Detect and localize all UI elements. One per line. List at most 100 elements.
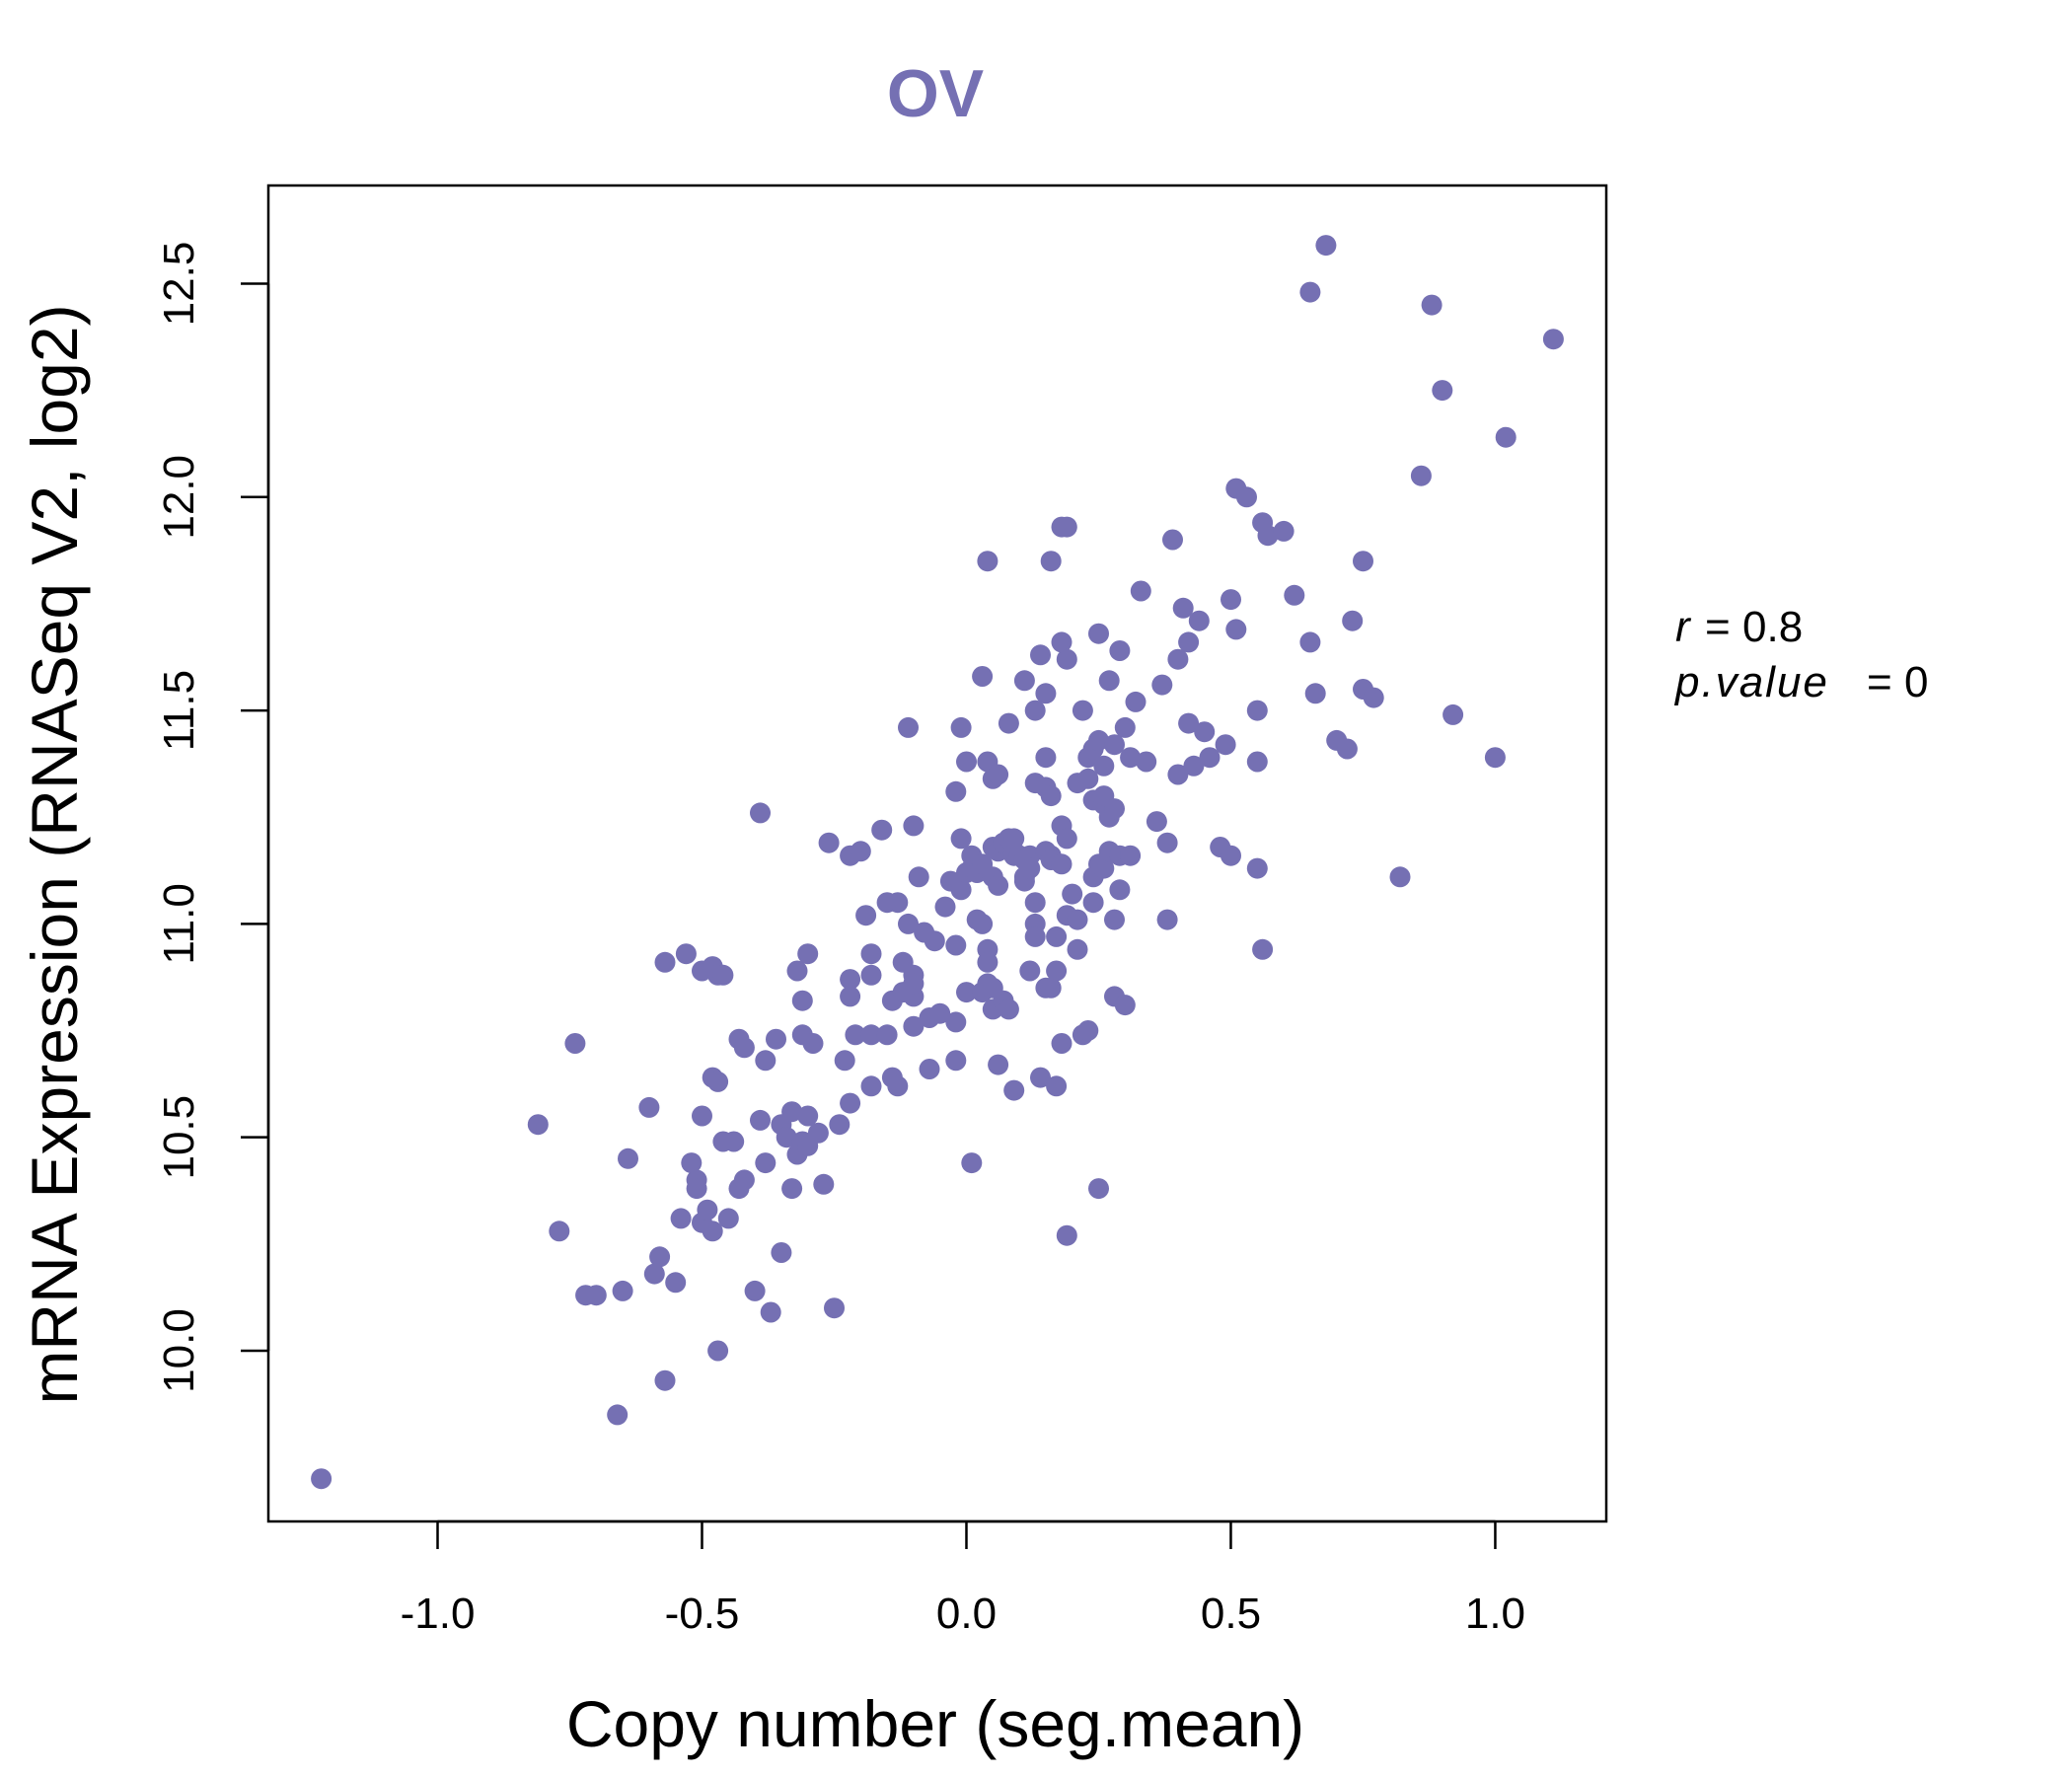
data-point bbox=[887, 1075, 909, 1097]
data-point bbox=[945, 934, 967, 956]
data-point bbox=[998, 999, 1019, 1020]
plot-frame bbox=[266, 184, 1608, 1523]
data-point bbox=[972, 913, 994, 934]
data-point bbox=[1056, 1224, 1077, 1246]
data-point bbox=[1088, 1178, 1109, 1200]
data-point bbox=[1389, 866, 1411, 888]
data-point bbox=[1410, 465, 1432, 486]
data-point bbox=[887, 892, 909, 914]
data-point bbox=[1003, 1079, 1025, 1101]
data-point bbox=[1130, 580, 1151, 602]
data-point bbox=[1024, 700, 1046, 721]
data-point bbox=[607, 1404, 629, 1426]
y-tick-label: 11.0 bbox=[155, 883, 203, 964]
data-point bbox=[1024, 892, 1046, 914]
data-point bbox=[950, 879, 972, 901]
data-point bbox=[988, 764, 1009, 785]
data-point bbox=[977, 951, 999, 973]
data-point bbox=[1273, 520, 1295, 542]
data-point bbox=[1299, 281, 1321, 303]
data-point bbox=[717, 1208, 739, 1229]
data-point bbox=[855, 905, 877, 926]
data-point bbox=[781, 1178, 803, 1200]
data-point bbox=[1093, 857, 1115, 879]
stats-annotation: r = 0.8 p.value = 0 bbox=[1673, 603, 1928, 706]
data-point bbox=[876, 1024, 898, 1046]
data-point bbox=[898, 913, 919, 934]
y-tick-label: 12.0 bbox=[155, 455, 203, 540]
data-point bbox=[1315, 235, 1337, 257]
data-point bbox=[1046, 1075, 1068, 1097]
data-point bbox=[1225, 619, 1247, 640]
data-point bbox=[1363, 687, 1384, 708]
data-point bbox=[1114, 995, 1136, 1016]
data-point bbox=[1104, 798, 1125, 820]
x-tick-label: 0.0 bbox=[936, 1590, 997, 1638]
data-point bbox=[834, 1050, 855, 1072]
y-axis-label: mRNA Expression (RNASeq V2, log2) bbox=[18, 304, 91, 1404]
data-point bbox=[1443, 703, 1464, 725]
data-point bbox=[903, 815, 925, 837]
data-point bbox=[1035, 683, 1057, 704]
data-point bbox=[850, 841, 871, 862]
data-point bbox=[686, 1178, 707, 1200]
data-point bbox=[1299, 631, 1321, 653]
data-point bbox=[612, 1280, 633, 1301]
data-point bbox=[1221, 845, 1241, 866]
data-point bbox=[813, 1173, 835, 1195]
data-point bbox=[755, 1152, 777, 1174]
data-point bbox=[950, 716, 972, 738]
data-point bbox=[1421, 294, 1443, 316]
data-point bbox=[903, 973, 925, 995]
r-equals: = bbox=[1705, 603, 1731, 651]
data-point bbox=[1051, 853, 1073, 875]
data-point bbox=[1056, 648, 1077, 670]
data-point bbox=[1062, 883, 1083, 905]
data-point bbox=[797, 1105, 819, 1127]
data-point bbox=[860, 1024, 882, 1046]
data-point bbox=[1019, 960, 1041, 982]
data-point bbox=[1162, 529, 1183, 551]
data-point bbox=[1146, 811, 1167, 833]
data-point bbox=[908, 866, 929, 888]
data-point bbox=[797, 943, 819, 965]
x-tick-label: 1.0 bbox=[1465, 1590, 1525, 1638]
data-point bbox=[712, 964, 734, 986]
data-point bbox=[1104, 734, 1125, 756]
y-tick-label: 10.5 bbox=[155, 1095, 203, 1180]
data-point bbox=[860, 964, 882, 986]
data-point bbox=[1221, 589, 1241, 611]
data-point bbox=[1051, 1033, 1073, 1054]
data-point bbox=[1353, 551, 1373, 572]
data-point bbox=[818, 832, 840, 853]
data-point bbox=[1136, 751, 1157, 773]
data-point bbox=[1104, 909, 1125, 930]
data-point bbox=[1067, 909, 1088, 930]
r-label: r bbox=[1675, 603, 1692, 651]
data-point bbox=[707, 1071, 729, 1092]
data-point bbox=[1003, 828, 1025, 850]
data-point bbox=[755, 1050, 777, 1072]
data-point bbox=[950, 828, 972, 850]
data-point bbox=[1167, 648, 1189, 670]
y-axis: 10.0 10.5 11.0 11.5 12.0 12.5 bbox=[155, 242, 270, 1393]
data-point bbox=[998, 712, 1019, 734]
data-point bbox=[945, 780, 967, 802]
data-point bbox=[760, 1301, 781, 1323]
data-point bbox=[807, 1122, 829, 1144]
data-point bbox=[934, 896, 956, 918]
data-point bbox=[564, 1033, 586, 1054]
data-point bbox=[840, 986, 861, 1007]
data-point bbox=[840, 969, 861, 991]
chart-title: OV bbox=[887, 56, 984, 131]
data-point bbox=[1077, 1020, 1099, 1041]
data-point bbox=[1093, 755, 1115, 777]
data-point bbox=[1040, 785, 1062, 807]
data-point bbox=[723, 1131, 745, 1152]
data-point bbox=[1257, 525, 1279, 547]
data-point bbox=[1199, 747, 1221, 769]
x-tick-label: -1.0 bbox=[401, 1590, 476, 1638]
data-point bbox=[956, 982, 977, 1003]
data-point bbox=[1304, 683, 1326, 704]
data-point bbox=[1120, 747, 1142, 769]
